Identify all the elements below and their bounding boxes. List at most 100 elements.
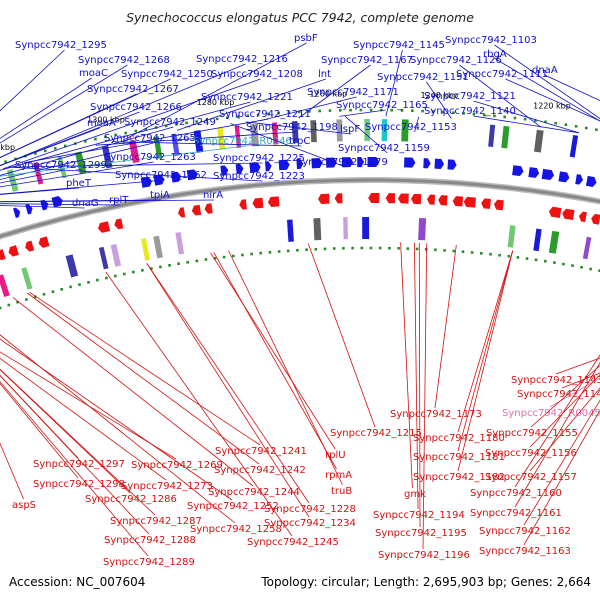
accession-text: Accession: NC_007604 (9, 575, 145, 589)
forward-feature-box (128, 140, 140, 164)
reverse-leader-line (457, 250, 514, 472)
forward-tick-dot (595, 128, 598, 131)
forward-gene-label: Synpcc7942_1103 (445, 35, 537, 46)
reverse-gene-label: Synpcc7942_1156 (485, 448, 577, 459)
backbone (0, 178, 600, 239)
reverse-gene-arrow (177, 207, 186, 218)
forward-gene-label: psbF (294, 33, 318, 44)
forward-gene-label: Synpcc7942_1225 (213, 153, 305, 164)
forward-leader-line (0, 205, 85, 209)
kbp-tick-label: 1260 kbp (310, 90, 348, 99)
forward-tick-dot (462, 112, 465, 115)
reverse-tick-dot (415, 247, 419, 251)
forward-leader-line (0, 145, 246, 177)
forward-gene-arrow (541, 168, 555, 181)
reverse-gene-arrow (385, 193, 396, 204)
forward-tick-dot (349, 108, 352, 112)
kbp-tick-label: 1240 kbp (420, 91, 458, 100)
reverse-gene-arrow (578, 211, 587, 223)
forward-feature-box (488, 124, 496, 147)
forward-leader-line (2, 78, 261, 170)
forward-tick-dot (94, 137, 97, 141)
reverse-gene-label: Synpcc7942_1163 (479, 546, 571, 557)
forward-leader-line (344, 115, 388, 154)
reverse-gene-arrow (204, 203, 213, 214)
forward-tick-dot (359, 108, 363, 112)
reverse-gene-label: Synpcc7942_1157 (485, 472, 577, 483)
forward-leader-line (544, 74, 600, 102)
reverse-tick-dot (516, 256, 520, 259)
forward-gene-label: Synpcc7942_1171 (307, 87, 399, 98)
reverse-leader-line (0, 381, 149, 557)
forward-tick-dot (267, 112, 270, 116)
reverse-tick-dot (25, 298, 28, 301)
reverse-leader-line (0, 338, 233, 501)
reverse-feature-box (65, 254, 79, 278)
reverse-gene-arrow (368, 192, 380, 204)
reverse-gene-arrow (481, 198, 491, 209)
forward-tick-dot (339, 109, 342, 112)
forward-leader-line (0, 64, 128, 144)
forward-feature-box (193, 130, 204, 153)
forward-leader-line (298, 64, 371, 119)
reverse-gene-arrow (463, 196, 476, 208)
forward-leader-line (0, 126, 174, 176)
forward-gene-arrow (235, 163, 244, 175)
forward-tick-dot (318, 109, 321, 113)
reverse-leader-line (0, 351, 177, 460)
forward-gene-label: moaA (87, 118, 116, 129)
forward-tick-dot (400, 109, 404, 112)
reverse-leader-line (561, 372, 600, 389)
forward-gene-arrow (585, 175, 597, 187)
reverse-gene-label: Synpcc7942_1196 (378, 550, 470, 561)
reverse-gene-arrow (191, 204, 202, 216)
reverse-tick-dot (141, 269, 144, 272)
forward-tick-dot (482, 113, 486, 117)
reverse-tick-dot (150, 267, 153, 270)
reverse-gene-label: Synpcc7942_1288 (104, 535, 196, 546)
reverse-tick-dot (314, 248, 318, 251)
reverse-feature-box (141, 238, 150, 261)
forward-gene-arrow (140, 176, 152, 188)
reverse-tick-dot (159, 265, 162, 269)
reverse-tick-dot (452, 249, 456, 253)
reverse-leader-line (210, 252, 336, 450)
forward-tick-dot (369, 108, 373, 112)
forward-gene-label: Synpcc7942_1159 (338, 143, 430, 154)
forward-gene-label: Synpcc7942_1263 (104, 152, 196, 163)
reverse-tick-dot (78, 283, 81, 286)
forward-gene-label: Synpcc7942_1140 (424, 106, 516, 117)
forward-gene-arrow (558, 171, 570, 183)
forward-gene-label: Synpcc7942_1111 (456, 69, 548, 80)
reverse-gene-arrow (252, 197, 264, 209)
reverse-gene-label: Synpcc7942_1148 (517, 389, 600, 400)
reverse-feature-box (110, 244, 122, 267)
forward-tick-dot (472, 112, 476, 116)
reverse-gene-arrow (562, 208, 575, 220)
reverse-leader-line (523, 399, 600, 526)
forward-gene-label: Synpcc7942_1249 (124, 117, 216, 128)
forward-tick-dot (380, 108, 383, 112)
reverse-tick-dot (105, 276, 108, 280)
forward-leader-line (260, 96, 357, 121)
forward-tick-dot (44, 149, 47, 153)
reverse-gene-arrow (267, 196, 280, 207)
forward-feature-box (381, 119, 388, 142)
kbp-tick-label: 1220 kbp (533, 102, 571, 111)
kbp-tick-label: 1280 kbp (197, 98, 235, 107)
reverse-gene-label: Synpcc7942_1143 (511, 375, 600, 386)
reverse-tick-dot (580, 266, 583, 269)
forward-tick-dot (503, 115, 506, 119)
reverse-gene-arrow (98, 221, 111, 233)
reverse-tick-dot (60, 288, 63, 291)
forward-leader-line (8, 166, 263, 182)
reverse-tick-dot (250, 252, 253, 256)
reverse-gene-label: Synpcc7942_1194 (373, 510, 465, 521)
forward-leader-line (176, 78, 326, 131)
forward-gene-label: Synpcc7942_R0046 (193, 136, 292, 147)
forward-gene-arrow (447, 159, 457, 170)
map-title: Synechococcus elongatus PCC 7942, comple… (126, 10, 474, 25)
forward-tick-dot (544, 120, 547, 124)
forward-tick-dot (564, 123, 568, 126)
reverse-leader-line (105, 271, 293, 537)
